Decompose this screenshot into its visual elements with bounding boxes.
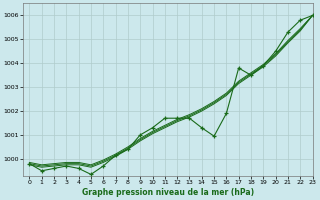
X-axis label: Graphe pression niveau de la mer (hPa): Graphe pression niveau de la mer (hPa) xyxy=(82,188,254,197)
